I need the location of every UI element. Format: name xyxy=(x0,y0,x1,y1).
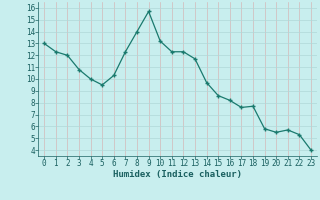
X-axis label: Humidex (Indice chaleur): Humidex (Indice chaleur) xyxy=(113,170,242,179)
